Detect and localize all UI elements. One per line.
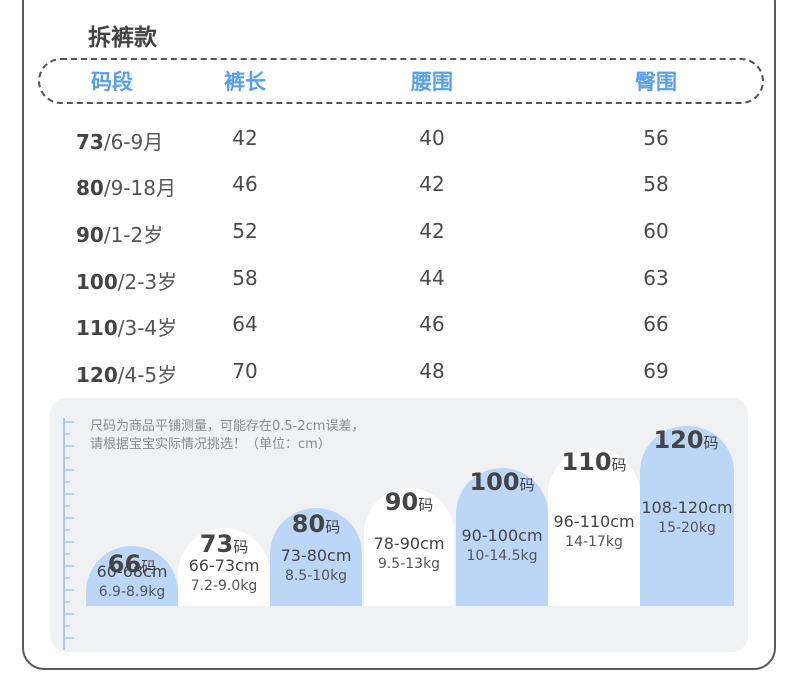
table-row: 80/9-18月 46 42 58 [0,172,800,212]
size-unit: 码 [703,434,719,452]
size-unit: 码 [325,518,341,536]
size-number: 120 [76,363,118,387]
hip-cell: 60 [643,219,669,243]
length-cell: 70 [232,359,258,383]
height-range: 73-80cm [280,546,352,565]
waist-cell: 40 [419,126,445,150]
height-range: 60-68cm [96,562,168,581]
note-line-1: 尺码为商品平铺测量，可能存在0.5-2cm误差， [90,419,365,434]
size-value: 90 [384,488,419,516]
length-cell: 58 [232,266,258,290]
size-block-90: 78-90cm 9.5-13kg [364,488,454,606]
weight-range: 14-17kg [565,534,623,550]
height-range: 66-73cm [188,556,260,575]
size-cell: 90/1-2岁 [76,219,163,248]
size-value: 73 [199,530,234,558]
waist-cell: 44 [419,266,445,290]
size-number: 100 [76,270,118,294]
header-waist: 腰围 [411,70,453,94]
waist-cell: 46 [419,312,445,336]
note-line-2: 请根据宝宝实际情况挑选！（单位：cm） [90,437,331,452]
size-label-90: 90码 [385,488,433,516]
hip-cell: 63 [643,266,669,290]
size-block-100: 90-100cm 10-14.5kg [456,468,548,606]
size-age: /9-18月 [103,176,176,200]
size-age: /1-2岁 [103,223,164,247]
hip-cell: 66 [643,312,669,336]
hip-cell: 56 [643,126,669,150]
size-value: 66 [107,550,142,578]
header-hip: 臀围 [635,70,677,94]
header-size: 码段 [91,70,133,94]
size-age: /4-5岁 [117,363,178,387]
waist-cell: 42 [419,219,445,243]
size-label-66: 66码 [108,550,156,578]
weight-range: 7.2-9.0kg [190,578,258,594]
size-label-80: 80码 [292,510,340,538]
weight-range: 15-20kg [658,520,716,536]
length-cell: 64 [232,312,258,336]
size-unit: 码 [519,476,535,494]
table-row: 100/2-3岁 58 44 63 [0,266,800,306]
size-number: 90 [76,223,104,247]
size-block-80: 73-80cm 8.5-10kg [270,508,362,606]
hip-cell: 69 [643,359,669,383]
size-block-73: 66-73cm 7.2-9.0kg [178,528,270,606]
size-value: 110 [561,448,612,476]
height-range: 90-100cm [461,526,543,545]
table-row: 110/3-4岁 64 46 66 [0,312,800,352]
waist-cell: 48 [419,359,445,383]
size-unit: 码 [611,456,627,474]
table-header-pill [38,58,764,104]
ruler-icon [63,418,74,650]
length-cell: 46 [232,172,258,196]
size-guide-panel: 60-68cm 6.9-8.9kg 66-73cm 7.2-9.0kg 73-8… [50,398,748,652]
size-number: 73 [76,130,104,154]
table-row: 73/6-9月 42 40 56 [0,126,800,166]
size-unit: 码 [233,538,249,556]
size-cell: 100/2-3岁 [76,266,177,295]
table-row: 90/1-2岁 52 42 60 [0,219,800,259]
page-title: 拆裤款 [88,25,157,51]
size-block-120: 108-120cm 15-20kg [640,426,734,606]
height-range: 108-120cm [641,498,733,517]
table-row: 120/4-5岁 70 48 69 [0,359,800,399]
hip-cell: 58 [643,172,669,196]
size-number: 80 [76,176,104,200]
size-cell: 73/6-9月 [76,126,163,155]
size-age: /3-4岁 [117,316,178,340]
size-label-110: 110码 [561,448,626,476]
size-block-110: 96-110cm 14-17kg [548,448,640,606]
size-value: 120 [653,426,704,454]
size-unit: 码 [141,558,157,576]
waist-cell: 42 [419,172,445,196]
size-label-73: 73码 [200,530,248,558]
height-range: 96-110cm [553,512,635,531]
size-cell: 120/4-5岁 [76,359,177,388]
size-value: 100 [469,468,520,496]
size-cell: 110/3-4岁 [76,312,177,341]
length-cell: 42 [232,126,258,150]
measurement-note: 尺码为商品平铺测量，可能存在0.5-2cm误差， 请根据宝宝实际情况挑选！（单位… [90,418,364,454]
size-age: /2-3岁 [117,270,178,294]
weight-range: 9.5-13kg [377,556,441,572]
size-unit: 码 [418,496,434,514]
size-value: 80 [291,510,326,538]
length-cell: 52 [232,219,258,243]
weight-range: 6.9-8.9kg [98,584,166,600]
size-cell: 80/9-18月 [76,172,176,201]
weight-range: 10-14.5kg [466,548,538,564]
height-range: 78-90cm [373,534,445,553]
size-number: 110 [76,316,118,340]
size-label-100: 100码 [469,468,534,496]
size-label-120: 120码 [653,426,718,454]
header-length: 裤长 [224,70,266,94]
outer-frame [22,0,776,670]
weight-range: 8.5-10kg [284,568,348,584]
size-age: /6-9月 [103,130,164,154]
